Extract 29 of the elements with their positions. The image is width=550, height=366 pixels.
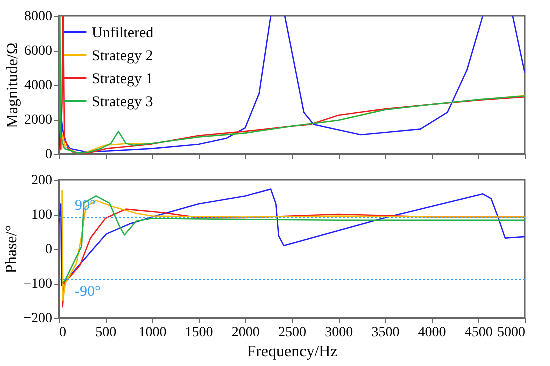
y-tick-label: 8000 [24, 10, 52, 24]
y-tick-label: −100 [24, 277, 52, 292]
x-tick-label: 3500 [372, 326, 400, 340]
x-axis-title: Frequency/Hz [247, 344, 338, 360]
legend-label: Strategy 3 [92, 94, 154, 110]
x-tick-label: 1000 [138, 326, 167, 340]
y-tick-label: −200 [24, 312, 52, 326]
ref-line-label: -90° [75, 284, 101, 300]
legend-label: Strategy 1 [92, 72, 154, 88]
x-tick-label: 4500 [464, 326, 493, 340]
x-tick-label: 3000 [325, 326, 354, 340]
y-tick-label: 200 [32, 174, 52, 188]
x-tick-label: 4000 [418, 326, 446, 340]
y-tick-label: 0 [46, 242, 52, 258]
y-tick-label: 2000 [24, 113, 52, 128]
y-tick-label: 4000 [24, 78, 52, 94]
y-tick-label: 0 [46, 148, 52, 162]
y-tick-label: 100 [32, 208, 52, 223]
x-tick-label: 500 [96, 326, 117, 340]
x-tick-label: 0 [60, 326, 66, 340]
legend-label: Strategy 2 [92, 48, 154, 64]
y-tick-label: 6000 [24, 44, 52, 59]
x-tick-label: 1500 [185, 326, 214, 340]
legend-label: Unfiltered [92, 26, 154, 42]
x-tick-label: 2000 [232, 326, 260, 340]
x-tick-label: 2500 [278, 326, 306, 340]
y-axis-title: Phase/° [4, 225, 21, 274]
x-tick-label: 5000 [498, 326, 526, 340]
y-axis-title: Magnitude/Ω [4, 42, 22, 128]
